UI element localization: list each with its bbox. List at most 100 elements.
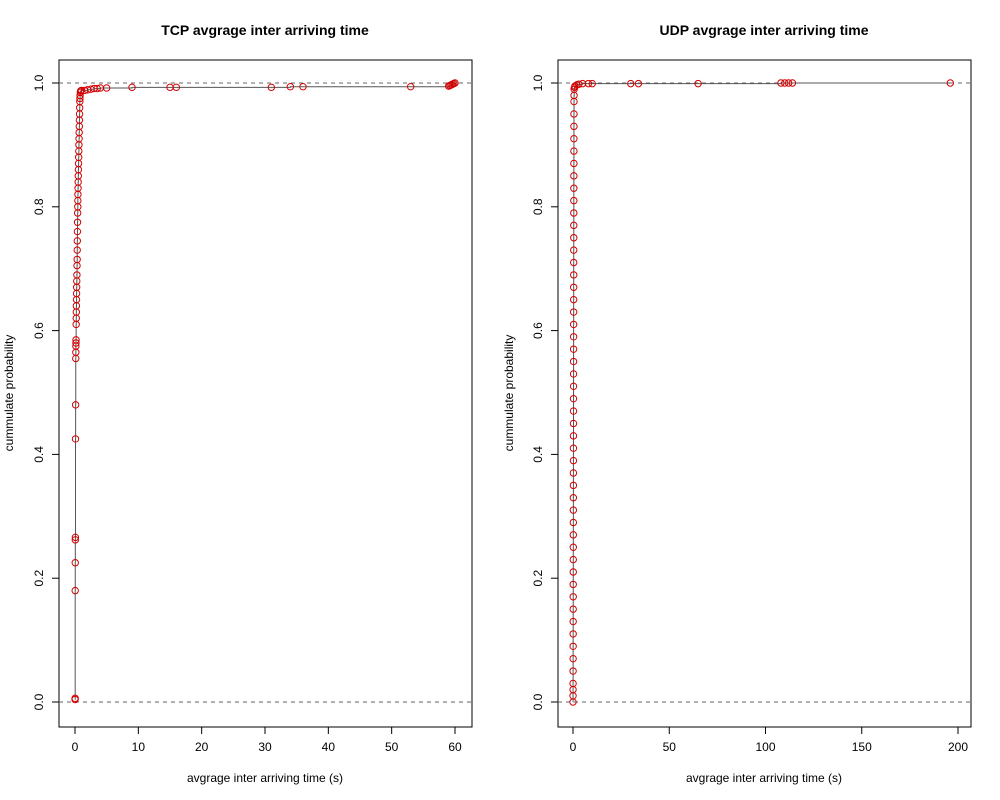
udp-y-tick-label: 0.0	[531, 693, 545, 710]
tcp-ecdf-line	[74, 83, 456, 701]
udp-data-point	[569, 679, 577, 688]
tcp-x-tick-label: 50	[385, 740, 399, 754]
udp-data-point	[569, 642, 577, 650]
udp-data-point	[569, 617, 577, 626]
udp-data-point	[788, 79, 797, 87]
tcp-y-tick-label: 1.0	[32, 74, 46, 91]
udp-data-point	[570, 159, 578, 168]
udp-ecdf-line	[572, 82, 951, 703]
tcp-data-point	[71, 536, 80, 544]
tcp-y-tick-label: 0.8	[32, 198, 46, 215]
tcp-x-tick-label: 40	[322, 740, 336, 754]
udp-data-point	[569, 444, 578, 452]
tcp-data-point	[73, 255, 81, 264]
udp-data-point	[569, 543, 577, 551]
tcp-data-point	[73, 227, 82, 236]
udp-y-tick-label: 0.8	[531, 198, 545, 215]
tcp-x-tick-label: 10	[132, 740, 146, 754]
tcp-data-point	[451, 79, 459, 87]
udp-data-point	[570, 196, 578, 205]
udp-data-point	[569, 333, 578, 341]
udp-data-point	[569, 580, 577, 589]
udp-reference-lines	[558, 82, 971, 703]
udp-data-point	[569, 555, 577, 564]
udp-y-tick-label: 0.4	[531, 446, 545, 463]
tcp-data-point	[76, 91, 84, 100]
udp-data-point	[569, 382, 578, 391]
tcp-x-tick-label: 0	[72, 740, 79, 754]
udp-data-point	[569, 605, 577, 613]
udp-chart-title: UDP avgrage inter arriving time	[659, 22, 868, 38]
tcp-chart-panel: TCP avgrage inter arriving time avgrage …	[2, 22, 473, 785]
udp-data-point	[569, 654, 577, 663]
udp-data-point	[569, 518, 578, 527]
udp-data-point	[575, 80, 583, 88]
udp-data-point	[570, 135, 578, 143]
udp-data-point	[634, 79, 643, 88]
tcp-data-point	[73, 237, 81, 245]
udp-data-point	[571, 82, 579, 90]
tcp-data-point	[299, 83, 307, 91]
tcp-y-tick-label: 0.2	[32, 570, 46, 587]
udp-data-point	[569, 283, 578, 291]
udp-data-point	[570, 234, 578, 242]
udp-data-point	[569, 481, 578, 490]
udp-data-point	[570, 221, 578, 230]
udp-data-point	[569, 357, 578, 366]
udp-y-tick-label: 0.6	[531, 322, 545, 339]
tcp-y-tick-label: 0.4	[32, 446, 46, 463]
tcp-x-axis-label: avgrage inter arriving time (s)	[187, 771, 343, 785]
udp-y-tick-label: 0.2	[531, 570, 545, 587]
udp-x-tick-label: 150	[852, 740, 872, 754]
tcp-x-tick-label: 30	[258, 740, 272, 754]
tcp-plot-frame	[58, 59, 473, 728]
tcp-x-tick-label: 20	[195, 740, 209, 754]
tcp-data-point	[77, 87, 85, 95]
tcp-ecdf-series	[71, 79, 459, 704]
udp-data-point	[569, 456, 578, 465]
tcp-data-point	[71, 586, 79, 595]
udp-data-point	[569, 370, 578, 378]
tcp-data-point	[93, 84, 101, 93]
udp-data-point	[694, 79, 702, 88]
udp-data-point	[569, 320, 578, 329]
udp-data-point	[570, 110, 578, 118]
udp-chart-panel: UDP avgrage inter arriving time avgrage …	[502, 22, 972, 785]
udp-x-ticks: 0 50 100 150 200	[570, 726, 968, 754]
tcp-data-point	[71, 559, 79, 567]
tcp-data-point	[73, 271, 81, 279]
tcp-y-tick-label: 0.6	[32, 322, 46, 339]
tcp-data-point	[286, 83, 295, 91]
udp-data-point	[569, 531, 578, 539]
tcp-data-point	[71, 533, 80, 542]
udp-x-tick-label: 200	[948, 740, 968, 754]
tcp-reference-lines	[59, 82, 472, 703]
udp-data-point	[569, 630, 577, 638]
udp-data-point	[570, 184, 578, 192]
udp-data-point	[584, 79, 593, 88]
tcp-data-point	[172, 83, 181, 92]
udp-data-point	[781, 79, 789, 87]
tcp-data-point	[71, 435, 80, 443]
tcp-data-point	[73, 218, 82, 226]
tcp-x-ticks: 0 10 20 30 40 50 60	[72, 726, 462, 754]
udp-y-axis-label: cummulate probability	[502, 335, 516, 452]
udp-data-point	[570, 172, 578, 180]
tcp-data-point	[71, 401, 80, 409]
udp-data-point	[570, 246, 578, 254]
tcp-data-point	[128, 83, 136, 92]
udp-data-point	[578, 79, 587, 88]
udp-data-point	[569, 506, 578, 514]
tcp-data-point	[72, 336, 80, 344]
tcp-chart-title: TCP avgrage inter arriving time	[161, 22, 369, 38]
tcp-data-point	[267, 83, 276, 92]
udp-data-point	[784, 79, 793, 87]
tcp-data-point	[72, 339, 80, 347]
udp-data-point	[627, 79, 635, 88]
udp-data-point	[569, 667, 577, 675]
udp-data-point	[569, 568, 577, 576]
udp-plot-frame	[557, 59, 972, 728]
udp-x-tick-label: 0	[570, 740, 577, 754]
tcp-data-point	[73, 246, 81, 254]
